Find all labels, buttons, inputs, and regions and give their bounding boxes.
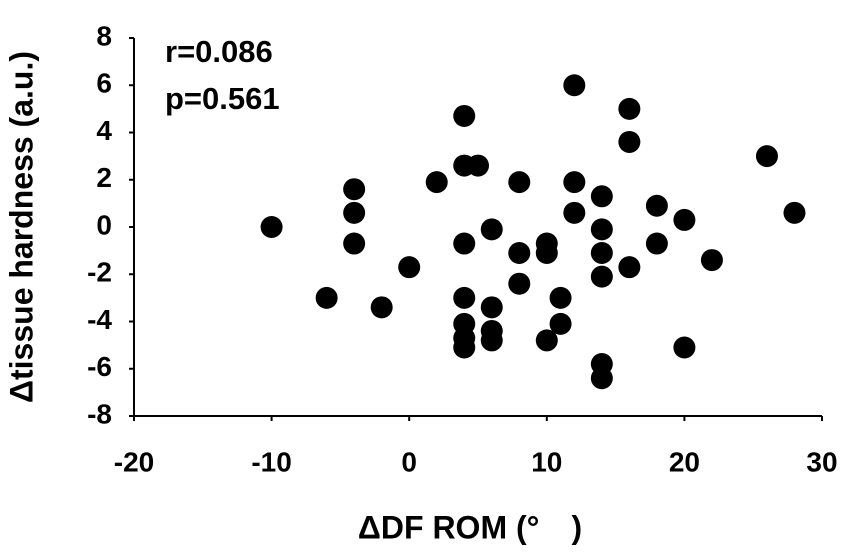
point [618,97,641,120]
y-tick-label: 4 [96,115,112,146]
point [618,256,641,279]
point [508,241,531,264]
point [590,185,613,208]
point [343,232,366,255]
y-tick-label: 8 [96,20,112,51]
point [590,241,613,264]
x-tick-label: -20 [114,446,154,477]
point [783,201,806,224]
point [425,171,448,194]
point [260,216,283,238]
point [453,232,476,255]
point [645,194,668,217]
point [508,272,531,295]
y-tick-label: -8 [87,398,112,429]
point [370,296,393,319]
point [453,104,476,127]
point [467,154,489,177]
y-axis-title: Δtissue hardness (a.u.) [3,51,39,403]
point [343,201,366,224]
point [700,249,723,272]
y-tick-label: -6 [87,351,112,382]
point [453,336,476,359]
point [590,265,613,288]
point [563,74,586,97]
y-tick-label: -2 [87,257,112,288]
point [480,296,503,319]
point [590,367,613,390]
point [645,232,668,255]
annotation: p=0.561 [165,81,280,116]
y-tick-label: -4 [87,304,112,335]
x-tick-label: 0 [401,446,417,477]
point [343,178,366,201]
point [398,256,421,279]
point [508,171,531,194]
annotation: r=0.086 [165,34,273,69]
point [549,312,572,335]
point [618,130,641,153]
x-axis-title: ΔDF ROM (° ) [358,509,582,545]
point [549,286,572,309]
x-tick-label: 30 [806,446,837,477]
point [315,286,338,309]
y-tick-label: 6 [96,68,112,99]
point [480,329,503,352]
point [590,218,613,241]
y-tick-label: 2 [96,162,112,193]
point [755,145,778,168]
x-tick-label: -10 [251,446,291,477]
x-tick-label: 20 [669,446,700,477]
y-tick-label: 0 [96,209,112,240]
point [673,336,696,359]
point [563,201,586,224]
x-tick-label: 10 [531,446,562,477]
point [535,241,558,264]
point [453,286,476,309]
point [673,208,696,231]
point [535,329,558,352]
point [480,218,503,241]
point [563,171,586,194]
